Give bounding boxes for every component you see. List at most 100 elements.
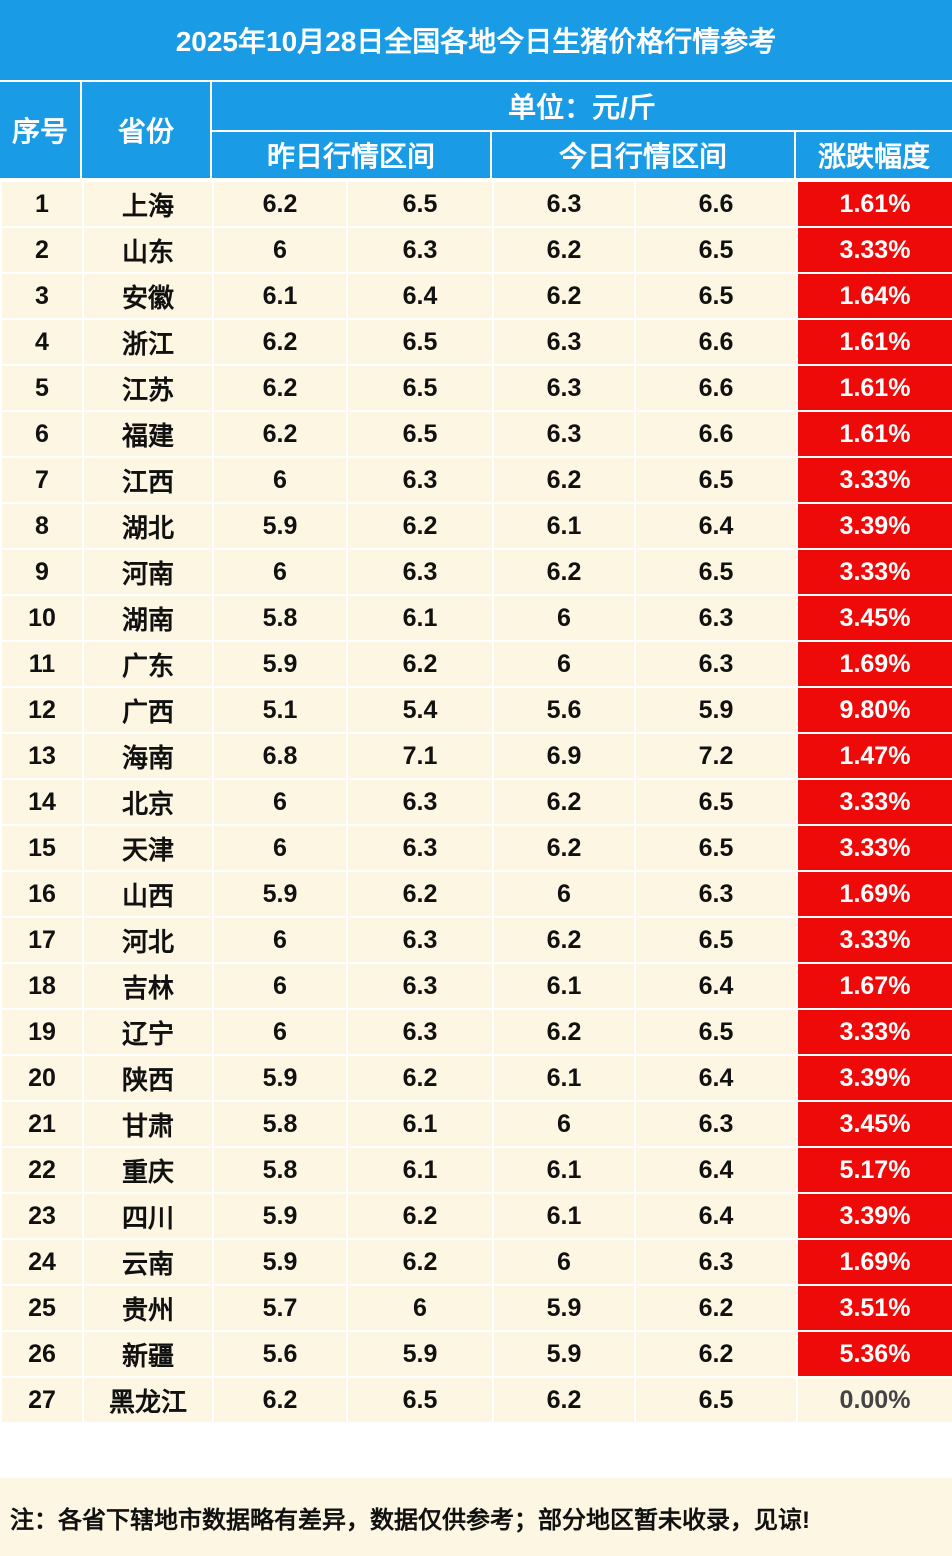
yesterday-high: 6.3: [346, 916, 494, 964]
yesterday-high: 6.3: [346, 226, 494, 274]
today-high: 6.5: [634, 226, 798, 274]
change-percent: 0.00%: [796, 1376, 952, 1424]
yesterday-high: 6.2: [346, 502, 494, 550]
change-percent: 3.33%: [796, 778, 952, 826]
today-high: 6.5: [634, 456, 798, 504]
today-high: 6.5: [634, 824, 798, 872]
yesterday-high: 6.5: [346, 364, 494, 412]
change-percent: 3.39%: [796, 502, 952, 550]
row-index: 20: [0, 1054, 84, 1102]
today-high: 7.2: [634, 732, 798, 780]
today-low: 6: [492, 1100, 636, 1148]
header-yesterday-range: 昨日行情区间: [212, 132, 492, 180]
table-row: 16 山西 5.9 6.2 6 6.3 1.69%: [0, 870, 952, 918]
yesterday-low: 5.9: [212, 1238, 348, 1286]
today-low: 6.3: [492, 364, 636, 412]
yesterday-high: 7.1: [346, 732, 494, 780]
yesterday-low: 6: [212, 916, 348, 964]
yesterday-low: 6.2: [212, 364, 348, 412]
yesterday-low: 6: [212, 1008, 348, 1056]
table-row: 5 江苏 6.2 6.5 6.3 6.6 1.61%: [0, 364, 952, 412]
yesterday-low: 5.1: [212, 686, 348, 734]
table-row: 4 浙江 6.2 6.5 6.3 6.6 1.61%: [0, 318, 952, 366]
row-index: 3: [0, 272, 84, 320]
change-percent: 3.45%: [796, 594, 952, 642]
yesterday-high: 6.4: [346, 272, 494, 320]
change-percent: 3.39%: [796, 1192, 952, 1240]
today-high: 6.5: [634, 548, 798, 596]
footnote: 注：各省下辖地市数据略有差异，数据仅供参考；部分地区暂未收录，见谅!: [0, 1476, 952, 1556]
yesterday-low: 6.2: [212, 318, 348, 366]
yesterday-low: 6.1: [212, 272, 348, 320]
table-row: 21 甘肃 5.8 6.1 6 6.3 3.45%: [0, 1100, 952, 1148]
row-index: 9: [0, 548, 84, 596]
row-province: 贵州: [82, 1284, 214, 1332]
row-province: 河北: [82, 916, 214, 964]
today-high: 6.4: [634, 1146, 798, 1194]
today-low: 6.1: [492, 1054, 636, 1102]
row-province: 天津: [82, 824, 214, 872]
today-low: 6.2: [492, 1008, 636, 1056]
today-low: 6.2: [492, 916, 636, 964]
yesterday-low: 5.9: [212, 640, 348, 688]
today-low: 6.1: [492, 1192, 636, 1240]
row-province: 新疆: [82, 1330, 214, 1378]
yesterday-low: 5.8: [212, 594, 348, 642]
row-province: 云南: [82, 1238, 214, 1286]
row-index: 4: [0, 318, 84, 366]
today-low: 6.2: [492, 824, 636, 872]
today-high: 6.3: [634, 1100, 798, 1148]
yesterday-high: 6.5: [346, 180, 494, 228]
today-high: 6.6: [634, 180, 798, 228]
today-low: 6.9: [492, 732, 636, 780]
row-province: 海南: [82, 732, 214, 780]
today-high: 6.2: [634, 1330, 798, 1378]
table-row: 7 江西 6 6.3 6.2 6.5 3.33%: [0, 456, 952, 504]
yesterday-high: 6.2: [346, 1238, 494, 1286]
today-low: 6.2: [492, 272, 636, 320]
row-index: 2: [0, 226, 84, 274]
yesterday-low: 5.9: [212, 502, 348, 550]
row-province: 山东: [82, 226, 214, 274]
row-index: 6: [0, 410, 84, 458]
yesterday-low: 5.8: [212, 1100, 348, 1148]
row-province: 福建: [82, 410, 214, 458]
yesterday-high: 6.5: [346, 1376, 494, 1424]
row-province: 广西: [82, 686, 214, 734]
today-low: 6.2: [492, 548, 636, 596]
today-low: 5.9: [492, 1284, 636, 1332]
today-high: 6.3: [634, 1238, 798, 1286]
row-index: 8: [0, 502, 84, 550]
row-index: 22: [0, 1146, 84, 1194]
row-province: 上海: [82, 180, 214, 228]
header-today-range: 今日行情区间: [492, 132, 796, 180]
yesterday-high: 6.5: [346, 410, 494, 458]
row-index: 18: [0, 962, 84, 1010]
change-percent: 1.69%: [796, 870, 952, 918]
today-high: 6.4: [634, 1054, 798, 1102]
row-province: 黑龙江: [82, 1376, 214, 1424]
yesterday-high: 6.1: [346, 1100, 494, 1148]
row-index: 11: [0, 640, 84, 688]
today-low: 6: [492, 594, 636, 642]
yesterday-high: 6.3: [346, 824, 494, 872]
table-row: 13 海南 6.8 7.1 6.9 7.2 1.47%: [0, 732, 952, 780]
today-low: 6.2: [492, 778, 636, 826]
row-index: 16: [0, 870, 84, 918]
today-low: 6.2: [492, 1376, 636, 1424]
today-high: 6.3: [634, 640, 798, 688]
table-row: 20 陕西 5.9 6.2 6.1 6.4 3.39%: [0, 1054, 952, 1102]
yesterday-low: 6.8: [212, 732, 348, 780]
yesterday-low: 6: [212, 456, 348, 504]
table-row: 3 安徽 6.1 6.4 6.2 6.5 1.64%: [0, 272, 952, 320]
yesterday-high: 6.5: [346, 318, 494, 366]
row-province: 重庆: [82, 1146, 214, 1194]
row-index: 27: [0, 1376, 84, 1424]
today-high: 6.6: [634, 318, 798, 366]
row-province: 安徽: [82, 272, 214, 320]
yesterday-high: 6.2: [346, 1192, 494, 1240]
yesterday-high: 5.9: [346, 1330, 494, 1378]
today-high: 6.3: [634, 594, 798, 642]
today-low: 6.3: [492, 410, 636, 458]
